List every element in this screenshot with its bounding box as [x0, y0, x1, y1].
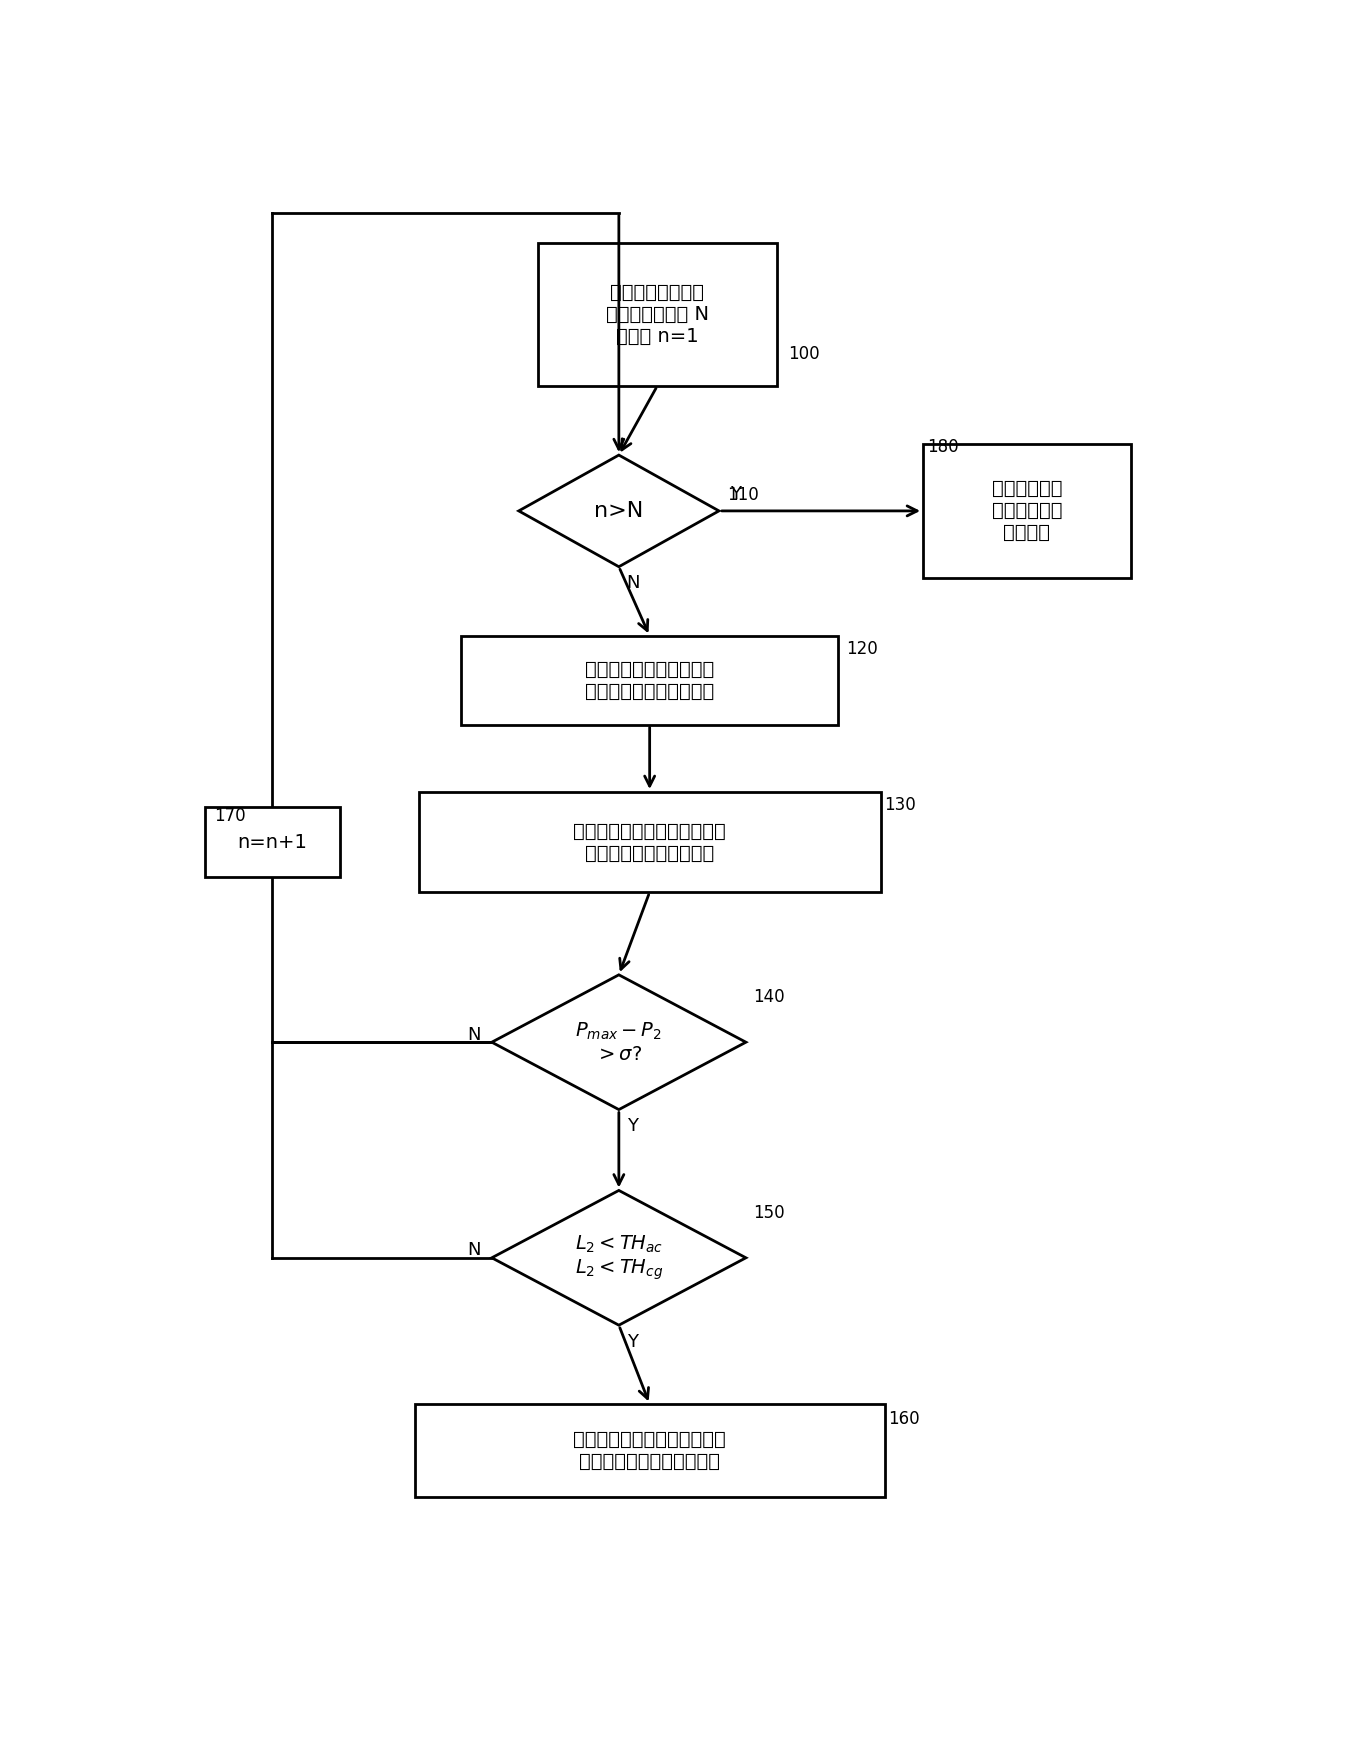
- Text: 170: 170: [215, 807, 246, 825]
- Bar: [415, 1404, 885, 1497]
- Polygon shape: [492, 974, 746, 1109]
- Bar: [538, 244, 777, 386]
- Text: 150: 150: [754, 1204, 785, 1221]
- Text: 120: 120: [846, 641, 878, 658]
- Text: N: N: [627, 574, 640, 593]
- Text: Y: Y: [731, 484, 742, 504]
- Polygon shape: [492, 1190, 746, 1325]
- Text: Y: Y: [627, 1332, 638, 1351]
- Bar: [419, 792, 881, 892]
- Text: 140: 140: [754, 988, 785, 1006]
- Text: 获取用户终端的目
标下行信道带宽 N
个，设 n=1: 获取用户终端的目 标下行信道带宽 N 个，设 n=1: [605, 283, 709, 346]
- Bar: [461, 635, 839, 725]
- Text: 不对用户终端
的下行带宽进
行重配置: 不对用户终端 的下行带宽进 行重配置: [992, 479, 1062, 542]
- Bar: [205, 807, 339, 878]
- Text: n=n+1: n=n+1: [238, 832, 307, 851]
- Text: 160: 160: [889, 1411, 920, 1429]
- Bar: [923, 444, 1131, 579]
- Text: N: N: [466, 1025, 480, 1044]
- Text: 计算该最大的下行信道带宽的
下行发射功率和下行负载: 计算该最大的下行信道带宽的 下行发射功率和下行负载: [573, 821, 725, 862]
- Text: 根据该最大目标信道带宽对用
户终端进行下行信道重配置: 根据该最大目标信道带宽对用 户终端进行下行信道重配置: [573, 1430, 725, 1471]
- Text: n>N: n>N: [594, 500, 643, 521]
- Text: 130: 130: [885, 795, 916, 814]
- Text: N: N: [466, 1241, 480, 1258]
- Polygon shape: [519, 455, 719, 567]
- Text: $L_2<TH_{ac}$
$L_2<TH_{cg}$: $L_2<TH_{ac}$ $L_2<TH_{cg}$: [574, 1234, 663, 1283]
- Text: 选择目标下行信道带宽中
下行信道带宽最大的一个: 选择目标下行信道带宽中 下行信道带宽最大的一个: [585, 660, 715, 700]
- Text: 110: 110: [727, 486, 758, 504]
- Text: Y: Y: [627, 1118, 638, 1135]
- Text: 180: 180: [927, 437, 958, 456]
- Text: 100: 100: [788, 346, 820, 363]
- Text: $P_{max}-P_2$
$>\sigma?$: $P_{max}-P_2$ $>\sigma?$: [576, 1021, 662, 1064]
